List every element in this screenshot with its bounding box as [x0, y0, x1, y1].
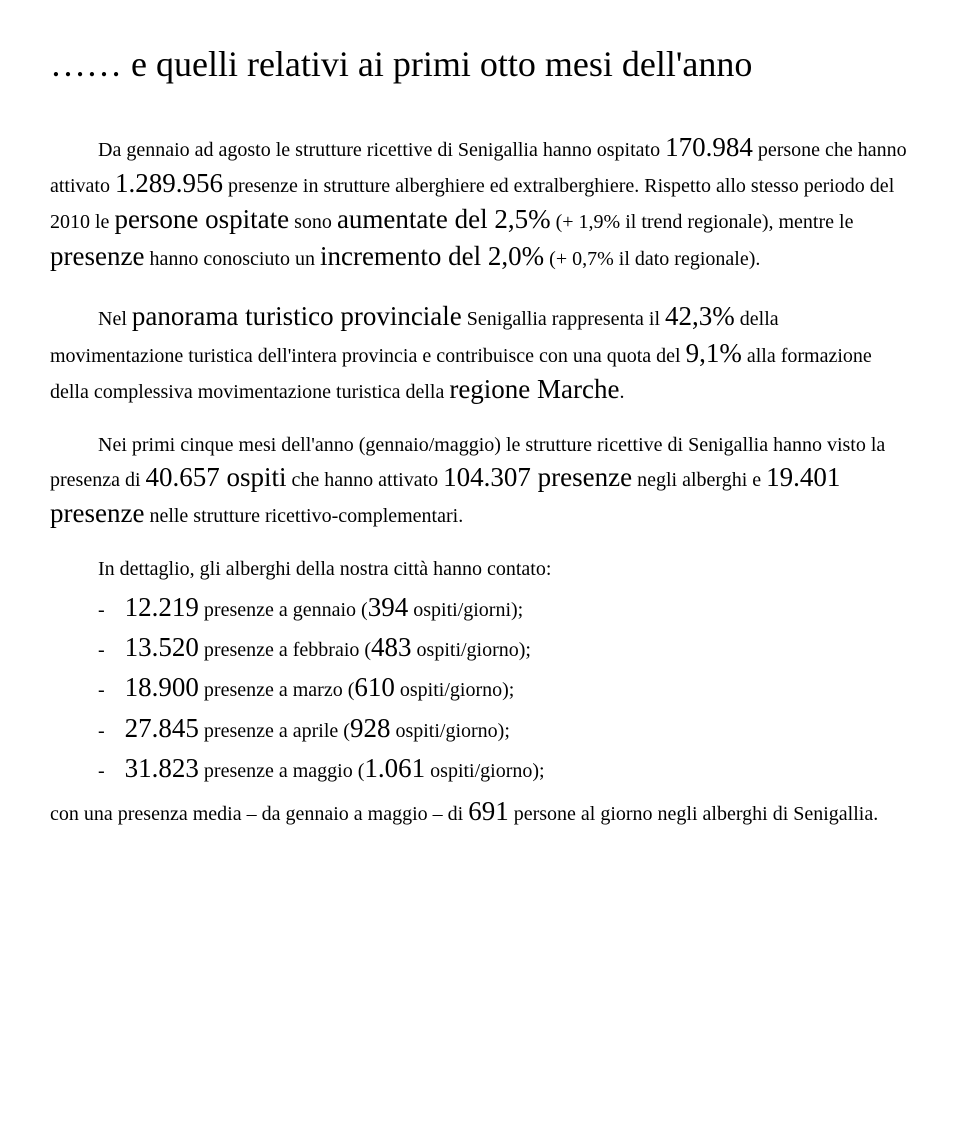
list-item: 27.845 presenze a aprile (928 ospiti/gio…	[72, 710, 910, 746]
text: sono	[289, 211, 337, 233]
paragraph-1: Da gennaio ad agosto le strutture ricett…	[50, 129, 910, 275]
stat-regional-share: 9,1%	[686, 338, 742, 368]
text: Nel	[98, 308, 132, 330]
monthly-list: 12.219 presenze a gennaio (394 ospiti/gi…	[50, 589, 910, 787]
text: con una presenza media – da gennaio a ma…	[50, 803, 468, 825]
text: .	[620, 381, 625, 403]
list-item: 13.520 presenze a febbraio (483 ospiti/g…	[72, 629, 910, 665]
phrase-provincial: panorama turistico provinciale	[132, 301, 462, 331]
text: negli alberghi e	[632, 469, 766, 491]
text: (+ 1,9% il trend regionale), mentre le	[551, 211, 854, 233]
text: (+ 0,7% il dato regionale).	[544, 248, 760, 270]
stat-presences: 1.289.956	[115, 168, 223, 198]
stat-five-month-guests: 40.657 ospiti	[146, 462, 287, 492]
phrase-increase-presences: incremento del 2,0%	[320, 241, 544, 271]
text: ospiti/giorni);	[408, 599, 523, 621]
month-daily: 928	[350, 713, 391, 743]
text: presenze a marzo (	[199, 679, 354, 701]
text: ospiti/giorno);	[395, 679, 514, 701]
stat-hotel-presences: 104.307 presenze	[443, 462, 632, 492]
text: persone al giorno negli alberghi di Seni…	[509, 803, 879, 825]
paragraph-2: Nel panorama turistico provinciale Senig…	[50, 298, 910, 407]
month-presences: 12.219	[125, 592, 199, 622]
month-daily: 1.061	[364, 753, 425, 783]
text: presenze a aprile (	[199, 720, 350, 742]
closing-paragraph: con una presenza media – da gennaio a ma…	[50, 793, 910, 829]
list-intro: In dettaglio, gli alberghi della nostra …	[50, 556, 910, 583]
phrase-presences: presenze	[50, 241, 144, 271]
stat-guests: 170.984	[665, 132, 753, 162]
text: ospiti/giorno);	[412, 639, 531, 661]
stat-provincial-share: 42,3%	[665, 301, 735, 331]
page-title: …… e quelli relativi ai primi otto mesi …	[50, 40, 910, 89]
text: presenze a febbraio (	[199, 639, 371, 661]
text: hanno conosciuto un	[144, 248, 320, 270]
phrase-region: regione Marche	[449, 374, 619, 404]
paragraph-3: Nei primi cinque mesi dell'anno (gennaio…	[50, 432, 910, 532]
text: ospiti/giorno);	[390, 720, 509, 742]
stat-daily-average: 691	[468, 796, 509, 826]
month-presences: 31.823	[125, 753, 199, 783]
month-presences: 27.845	[125, 713, 199, 743]
month-presences: 13.520	[125, 632, 199, 662]
list-item: 18.900 presenze a marzo (610 ospiti/gior…	[72, 669, 910, 705]
text: che hanno attivato	[287, 469, 444, 491]
text: Da gennaio ad agosto le strutture ricett…	[98, 139, 665, 161]
list-item: 12.219 presenze a gennaio (394 ospiti/gi…	[72, 589, 910, 625]
month-presences: 18.900	[125, 672, 199, 702]
text: presenze a gennaio (	[199, 599, 368, 621]
list-item: 31.823 presenze a maggio (1.061 ospiti/g…	[72, 750, 910, 786]
month-daily: 394	[368, 592, 409, 622]
text: ospiti/giorno);	[425, 760, 544, 782]
phrase-guests: persone ospitate	[114, 204, 289, 234]
text: Senigallia rappresenta il	[462, 308, 665, 330]
text: nelle strutture ricettivo-complementari.	[144, 505, 463, 527]
month-daily: 483	[371, 632, 412, 662]
month-daily: 610	[354, 672, 395, 702]
text: presenze a maggio (	[199, 760, 364, 782]
phrase-increase-guests: aumentate del 2,5%	[337, 204, 551, 234]
